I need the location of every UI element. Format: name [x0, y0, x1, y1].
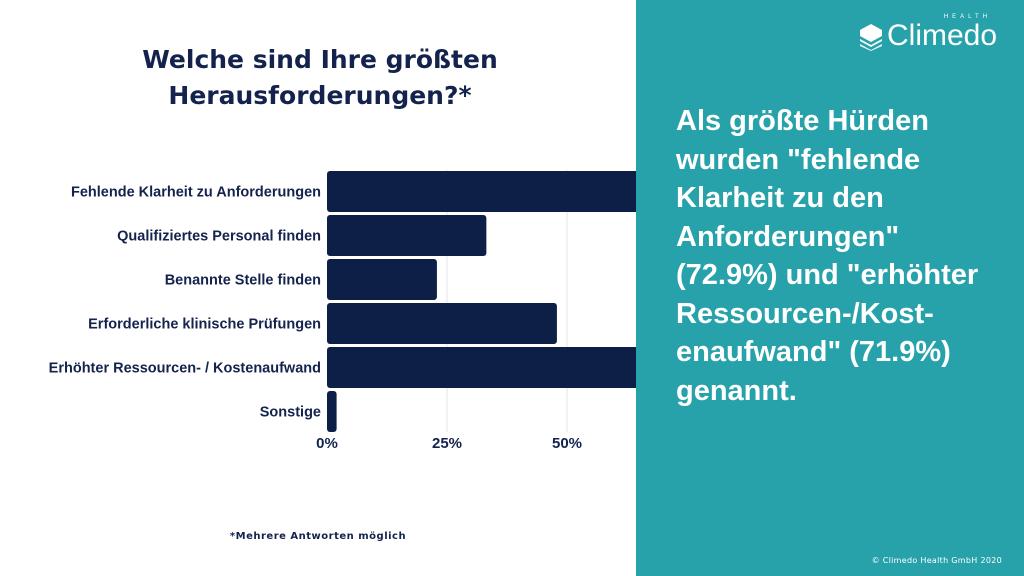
- bar: [327, 347, 636, 388]
- x-tick-label: 0%: [316, 435, 338, 452]
- logo-icon: [860, 24, 882, 51]
- category-label: Erforderliche klinische Prüfungen: [88, 317, 321, 333]
- copyright: © Climedo Health GmbH 2020: [871, 556, 1002, 565]
- category-label: Sonstige: [260, 405, 321, 421]
- logo-subtitle: HEALTH: [943, 14, 992, 20]
- logo-wordmark: HEALTH Climedo: [887, 14, 997, 51]
- bar-chart: 0%25%50%75%Fehlende Klarheit zu Anforder…: [49, 170, 636, 452]
- bar: [327, 391, 337, 432]
- chart-panel: Welche sind Ihre größten Herausforderung…: [48, 45, 636, 542]
- bar: [327, 215, 487, 256]
- summary-panel: [636, 0, 1024, 576]
- logo-name: Climedo: [887, 19, 998, 52]
- category-label: Qualifiziertes Personal finden: [117, 229, 321, 245]
- summary-text: Als größte Hürden wurden "fehlende Klarh…: [676, 105, 979, 407]
- bar: [327, 303, 557, 344]
- footnote: *Mehrere Antworten möglich: [229, 531, 407, 542]
- x-tick-label: 50%: [552, 435, 582, 452]
- bar: [327, 171, 636, 212]
- x-tick-label: 25%: [432, 435, 462, 452]
- category-label: Erhöhter Ressourcen- / Kostenaufwand: [49, 361, 321, 377]
- chart-title: Welche sind Ihre größten Herausforderung…: [142, 45, 498, 110]
- bar: [327, 259, 437, 300]
- category-label: Fehlende Klarheit zu Anforderungen: [71, 185, 321, 201]
- climedo-logo: HEALTH Climedo: [858, 14, 997, 51]
- category-label: Benannte Stelle finden: [165, 273, 321, 289]
